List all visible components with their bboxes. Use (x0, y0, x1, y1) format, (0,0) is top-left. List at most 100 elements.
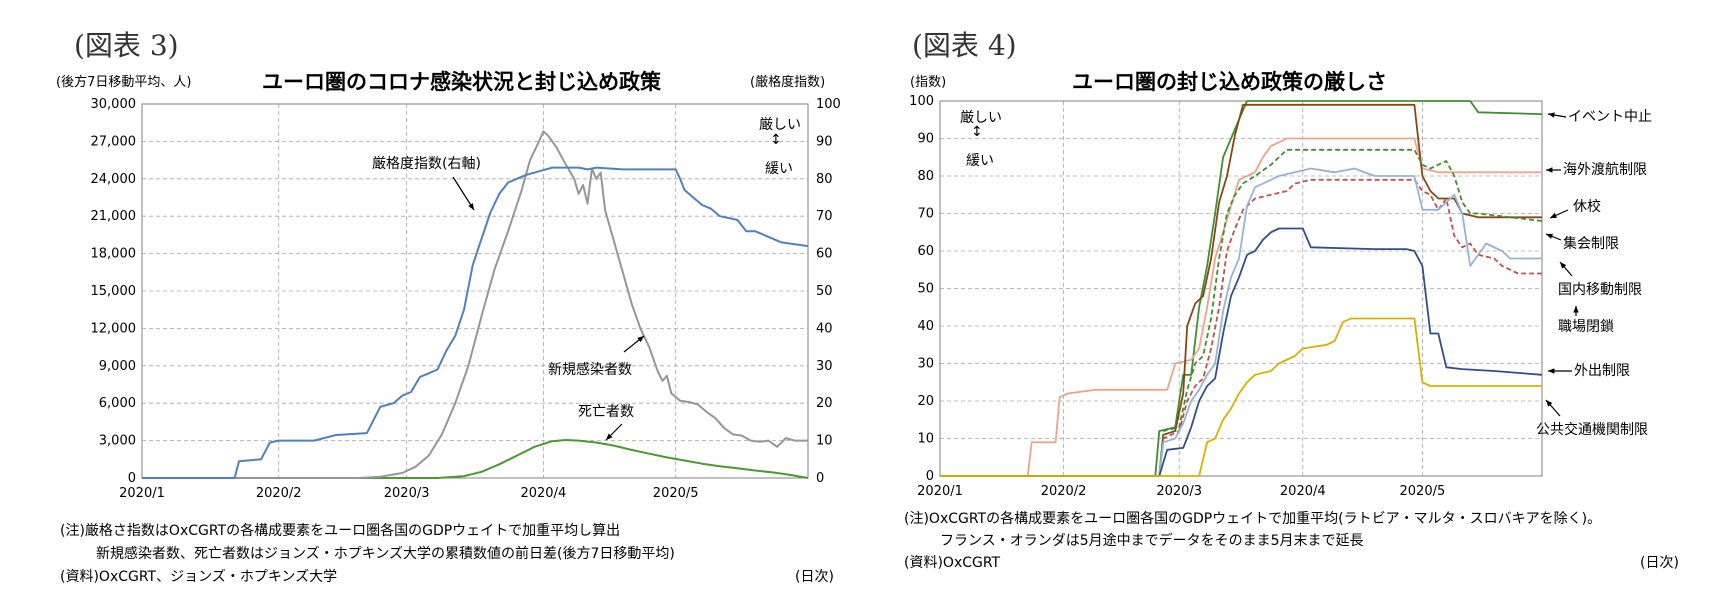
series-line-4 (940, 148, 1543, 477)
x-tick-label-2020-2: 2020/2 (256, 486, 302, 501)
x-tick-label-2020-5: 2020/5 (1400, 484, 1446, 499)
fig4-note-2: フランス・オランダは5月途中までデータをそのまま5月末まで延長 (940, 533, 1364, 549)
fig3-title: ユーロ圏のコロナ感染状況と封じ込め政策 (262, 70, 661, 94)
x-tick-label-2020-2: 2020/2 (1041, 484, 1087, 499)
y-tick-label-20: 20 (917, 394, 934, 409)
fig3-left-axis-caption: (後方7日移動平均、人) (56, 75, 192, 90)
legend-label-7: 外出制限 (1574, 363, 1630, 379)
y-tick-label-50: 50 (917, 282, 934, 297)
fig4-source: (資料)OxCGRT (904, 555, 1001, 571)
y-tick-label-100: 100 (909, 94, 934, 109)
annotation-arrow-deaths-head (606, 433, 613, 440)
legend-label-8: 公共交通機関制限 (1536, 421, 1648, 438)
fig4-updown-arrow-icon: ↕ (971, 124, 983, 140)
x-tick-label-2020-4: 2020/4 (520, 486, 566, 501)
y2-tick-label-80: 80 (816, 172, 833, 187)
plot-frame (141, 103, 809, 479)
y-tick-label-24-000: 24,000 (91, 172, 137, 187)
fig4-xunit: (日次) (1640, 555, 1679, 571)
legend-label-5: 国内移動制限 (1558, 282, 1642, 298)
fig4-loose-label: 緩い (966, 153, 994, 169)
y-tick-label-0: 0 (926, 469, 934, 484)
legend-label-6: 職場閉鎖 (1558, 319, 1614, 335)
x-tick-label-2020-4: 2020/4 (1280, 484, 1326, 499)
y2-tick-label-40: 40 (816, 321, 833, 336)
y-tick-label-30-000: 30,000 (91, 97, 137, 112)
legend-arrow-7-head (1548, 368, 1555, 374)
plot-frame (939, 100, 1543, 477)
series-line-7 (940, 227, 1543, 477)
annotation-arrow-new-cases-head (637, 336, 644, 343)
y-tick-label-3-000: 3,000 (99, 434, 136, 449)
x-tick-label-2020-1: 2020/1 (917, 484, 963, 499)
y-tick-label-9-000: 9,000 (99, 359, 136, 374)
y-tick-label-0: 0 (128, 471, 136, 486)
series-line-new-cases (142, 130, 808, 479)
series-line-5 (940, 178, 1542, 477)
legend-arrow-2-head (1546, 167, 1553, 173)
fig3-chart: 0 3,000 6,000 9,000 12,000 15,000 18,000 21,000… (91, 97, 841, 501)
y-tick-label-30: 30 (917, 357, 934, 372)
fig4-strict-label: 厳しい (960, 110, 1002, 126)
y-tick-label-90: 90 (917, 132, 934, 147)
y-tick-label-60: 60 (917, 244, 934, 259)
y-tick-label-18-000: 18,000 (91, 247, 137, 262)
annotation-arrow-stringency-head (468, 203, 474, 210)
legend-label-1: イベント中止 (1568, 109, 1652, 125)
series-line-8 (940, 317, 1542, 477)
y-tick-label-6-000: 6,000 (99, 396, 136, 411)
series-line-6 (940, 167, 1542, 477)
legend-label-3: 休校 (1573, 198, 1601, 215)
legend-arrow-1-head (1548, 112, 1555, 118)
series-line-2 (940, 137, 1542, 477)
legend-label-2: 海外渡航制限 (1563, 162, 1647, 178)
y2-tick-label-30: 30 (816, 359, 833, 374)
series-line-deaths (142, 439, 809, 479)
series-line-stringency (142, 166, 809, 479)
legend-arrow-5-head (1560, 262, 1567, 269)
fig3-updown-arrow-icon: ↕ (770, 132, 782, 148)
fig4-chart: 0 10 20 30 40 50 60 70 80 90 100 2020/1 2020/2 2020/3… (909, 94, 1652, 499)
legend-arrow-4-head (1546, 233, 1553, 239)
fig3-note-1: (注)厳格さ指数はOxCGRTの各構成要素をユーロ圏各国のGDPウェイトで加重平… (60, 523, 621, 539)
x-tick-label-2020-3: 2020/3 (1156, 484, 1202, 499)
fig4-axis-caption: (指数) (910, 75, 947, 90)
y2-tick-label-0: 0 (816, 471, 824, 486)
fig4-note-1: (注)OxCGRTの各構成要素をユーロ圏各国のGDPウェイトで加重平均(ラトビア… (904, 511, 1602, 527)
y2-tick-label-20: 20 (816, 396, 833, 411)
legend-arrow-3-head (1550, 212, 1557, 218)
x-tick-label-2020-1: 2020/1 (119, 486, 165, 501)
y2-tick-label-50: 50 (816, 284, 833, 299)
y-tick-label-27-000: 27,000 (91, 134, 137, 149)
y-tick-label-70: 70 (917, 207, 934, 222)
y-tick-label-10: 10 (917, 432, 934, 447)
annotation-stringency: 厳格度指数(右軸) (372, 156, 481, 172)
y2-tick-label-100: 100 (816, 97, 841, 112)
legend-arrow-6-head (1573, 306, 1579, 313)
fig3-strict-label: 厳しい (759, 117, 801, 133)
fig3-loose-label: 緩い (765, 161, 793, 177)
legend-arrow-8-head (1546, 400, 1553, 407)
y2-tick-label-60: 60 (816, 247, 833, 262)
figure-4-label: (図表 4) (912, 29, 1017, 62)
figure-3-label: (図表 3) (74, 29, 179, 62)
y2-tick-label-10: 10 (816, 434, 833, 449)
fig3-source: (資料)OxCGRT、ジョンズ・ホプキンズ大学 (60, 569, 338, 585)
y2-tick-label-70: 70 (816, 209, 833, 224)
annotation-deaths: 死亡者数 (578, 404, 634, 420)
annotation-new-cases: 新規感染者数 (548, 361, 632, 378)
annotation-arrow-stringency (452, 176, 475, 211)
fig4-title: ユーロ圏の封じ込め政策の厳しさ (1072, 70, 1387, 94)
fig3-right-axis-caption: (厳格度指数) (750, 75, 826, 90)
figure-4-panel: (図表 4) (指数) ユーロ圏の封じ込め政策の厳しさ 0 10 20 30 40 50 6… (860, 0, 1716, 605)
fig3-xunit: (日次) (795, 569, 834, 585)
figure-3-panel: (図表 3) (後方7日移動平均、人) ユーロ圏のコロナ感染状況と封じ込め政策 … (56, 29, 841, 585)
y-tick-label-40: 40 (917, 319, 934, 334)
y-tick-label-21-000: 21,000 (91, 209, 137, 224)
fig3-note-2: 新規感染者数、死亡者数はジョンズ・ホプキンズ大学の累積数値の前日差(後方7日移動… (96, 546, 675, 562)
y-tick-label-15-000: 15,000 (91, 284, 137, 299)
series-line-3 (940, 103, 1542, 477)
y2-tick-label-90: 90 (816, 134, 833, 149)
legend-label-4: 集会制限 (1563, 235, 1619, 252)
y-tick-label-80: 80 (917, 169, 934, 184)
